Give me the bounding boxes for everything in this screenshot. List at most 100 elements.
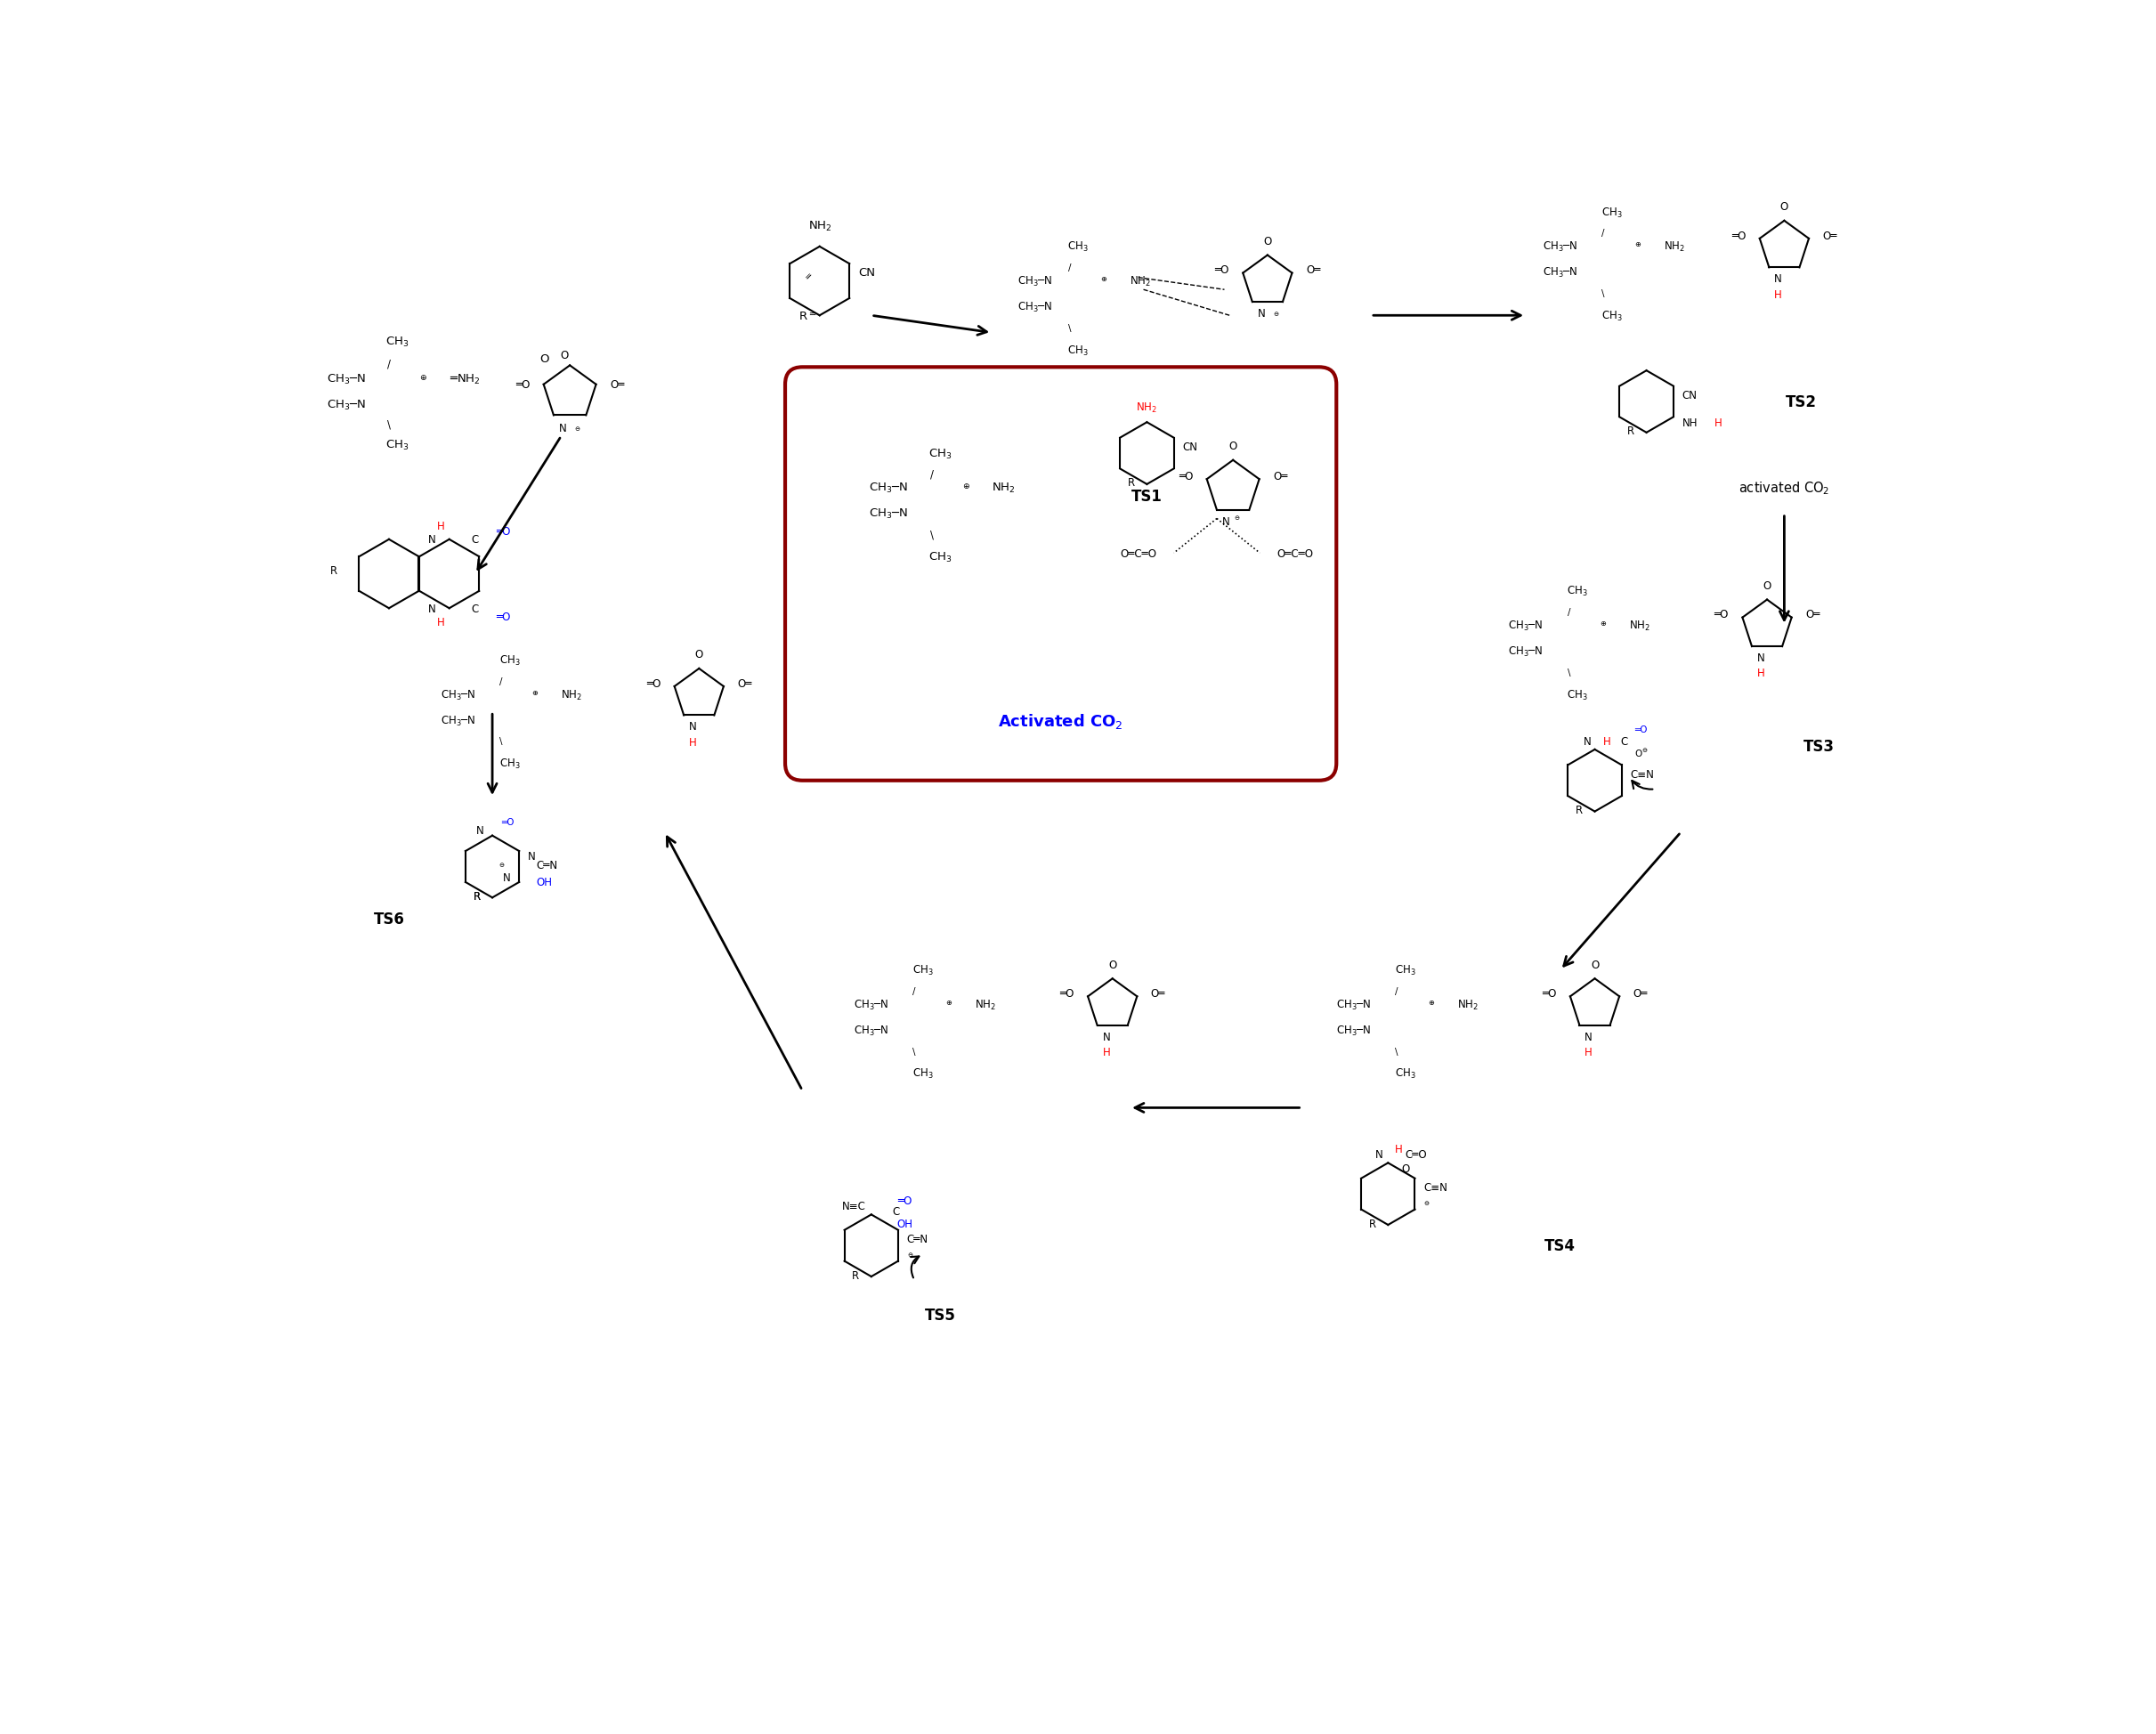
Text: ═O: ═O	[1714, 609, 1729, 621]
Text: R: R	[472, 891, 483, 902]
Text: \: \	[1067, 324, 1072, 333]
Text: \: \	[1567, 668, 1570, 676]
Text: H: H	[1774, 290, 1783, 300]
Text: NH$_2$: NH$_2$	[1457, 999, 1479, 1011]
Text: TS4: TS4	[1544, 1238, 1576, 1254]
Text: \: \	[500, 737, 502, 746]
Text: C═N: C═N	[537, 860, 558, 870]
Text: CH$_3$: CH$_3$	[498, 758, 520, 770]
Text: TS5: TS5	[925, 1307, 955, 1323]
Text: N: N	[1585, 1030, 1593, 1042]
Text: CH$_3$─N: CH$_3$─N	[1337, 1023, 1371, 1037]
Text: ═O: ═O	[1542, 988, 1557, 999]
Text: N: N	[1257, 307, 1266, 319]
Text: TS2: TS2	[1785, 394, 1818, 411]
Text: R: R	[1369, 1217, 1380, 1229]
Text: O: O	[1263, 236, 1272, 248]
Text: CH$_3$─N: CH$_3$─N	[1509, 619, 1544, 633]
Text: R: R	[852, 1269, 862, 1281]
Text: O: O	[1229, 440, 1238, 453]
Text: /: /	[912, 987, 916, 995]
Text: $^⊖$: $^⊖$	[1233, 515, 1240, 525]
Text: CH$_3$: CH$_3$	[1067, 343, 1089, 357]
Text: H: H	[438, 617, 444, 628]
Text: CH$_3$─N: CH$_3$─N	[1544, 241, 1578, 253]
Text: NH$_2$: NH$_2$	[1136, 401, 1158, 414]
Text: O═: O═	[1272, 470, 1287, 482]
Text: H: H	[1757, 668, 1766, 680]
Text: CH$_3$: CH$_3$	[1395, 1066, 1416, 1080]
Text: R: R	[1628, 425, 1639, 437]
Text: R: R	[472, 891, 483, 902]
Text: H: H	[438, 520, 444, 532]
Text: CH$_3$: CH$_3$	[929, 550, 953, 564]
Text: N: N	[1222, 515, 1229, 527]
Text: N: N	[558, 423, 567, 434]
Text: CH$_3$─N: CH$_3$─N	[854, 999, 888, 1011]
Text: ═O: ═O	[1634, 725, 1647, 733]
Text: N: N	[502, 872, 511, 883]
Text: R: R	[330, 565, 341, 577]
Text: C: C	[893, 1205, 899, 1217]
Text: /: /	[388, 359, 390, 369]
Text: CH$_3$: CH$_3$	[386, 439, 410, 453]
Text: CH$_3$─N: CH$_3$─N	[326, 373, 367, 387]
Text: O═: O═	[1805, 609, 1820, 621]
Text: ═NH$_2$: ═NH$_2$	[448, 373, 481, 387]
Text: CH$_3$: CH$_3$	[929, 447, 953, 461]
Text: N: N	[429, 534, 436, 546]
Text: N: N	[429, 603, 436, 614]
Text: NH$_2$: NH$_2$	[561, 688, 582, 702]
Text: \: \	[1395, 1047, 1399, 1056]
Text: N: N	[1774, 274, 1783, 284]
Text: $^⊕$: $^⊕$	[420, 375, 427, 385]
Text: CH$_3$: CH$_3$	[1067, 241, 1089, 253]
Text: O: O	[1401, 1162, 1410, 1174]
Text: H: H	[1395, 1143, 1404, 1155]
Text: O: O	[1591, 959, 1600, 971]
Text: CH$_3$: CH$_3$	[1567, 584, 1589, 598]
Text: CH$_3$─N: CH$_3$─N	[1337, 999, 1371, 1011]
Text: H: H	[1604, 735, 1611, 747]
Text: ═O: ═O	[1731, 231, 1746, 241]
Text: CH$_3$─N: CH$_3$─N	[869, 508, 908, 520]
Text: ═: ═	[804, 271, 815, 281]
Text: \: \	[388, 418, 390, 430]
Text: $^⊕$: $^⊕$	[944, 999, 953, 1011]
Text: /: /	[1395, 987, 1399, 995]
FancyBboxPatch shape	[785, 368, 1337, 780]
Text: \: \	[912, 1047, 916, 1056]
Text: ═O: ═O	[496, 612, 511, 623]
Text: N: N	[528, 851, 535, 862]
Text: CN: CN	[858, 267, 875, 279]
Text: N≡C: N≡C	[843, 1200, 867, 1212]
Text: NH$_2$: NH$_2$	[975, 999, 996, 1011]
Text: ═O: ═O	[897, 1195, 912, 1207]
Text: N: N	[1757, 652, 1766, 664]
Text: O═C═O: O═C═O	[1276, 548, 1313, 560]
Text: $^⊖$: $^⊖$	[1423, 1200, 1429, 1209]
Text: O: O	[539, 354, 548, 364]
Text: \: \	[929, 529, 934, 541]
Text: ═O: ═O	[1214, 264, 1229, 276]
Text: N: N	[1102, 1030, 1110, 1042]
Text: C: C	[472, 534, 479, 546]
Text: NH$_2$: NH$_2$	[992, 482, 1015, 494]
Text: CH$_3$─N: CH$_3$─N	[440, 688, 476, 702]
Text: CH$_3$─N: CH$_3$─N	[326, 399, 367, 413]
Text: N: N	[476, 825, 483, 836]
Text: TS1: TS1	[1132, 489, 1162, 505]
Text: ═O: ═O	[1179, 470, 1192, 482]
Text: TS3: TS3	[1802, 739, 1835, 754]
Text: N: N	[1376, 1148, 1382, 1160]
Text: H: H	[1714, 418, 1723, 428]
Text: CH$_3$─N: CH$_3$─N	[440, 714, 476, 727]
Text: C═O: C═O	[1406, 1148, 1427, 1160]
Text: CN: CN	[1682, 390, 1697, 401]
Text: $^⊖$: $^⊖$	[1272, 310, 1281, 321]
Text: CH$_3$: CH$_3$	[912, 964, 934, 976]
Text: H: H	[690, 737, 696, 747]
Text: CH$_3$: CH$_3$	[1602, 206, 1623, 220]
Text: O═: O═	[1632, 988, 1647, 999]
Text: O: O	[561, 349, 569, 361]
